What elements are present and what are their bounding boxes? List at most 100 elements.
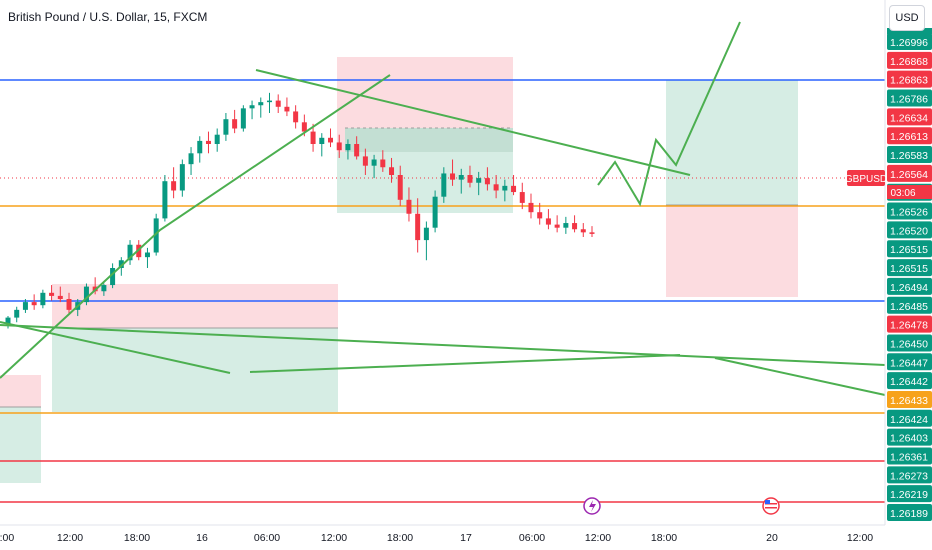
candle-body	[5, 317, 11, 324]
price-label: 1.26515	[887, 240, 932, 258]
candle	[336, 134, 342, 158]
price-label-text: 1.26424	[890, 414, 928, 426]
price-label: 1.26433	[887, 390, 932, 408]
candle-body	[441, 173, 447, 197]
candle	[101, 283, 107, 296]
candle	[83, 283, 89, 306]
candle-body	[511, 185, 517, 193]
candle	[537, 202, 543, 225]
candle-body	[589, 232, 595, 234]
price-label-text: 1.26403	[890, 433, 928, 445]
candle-body	[545, 218, 551, 225]
candle-body	[458, 175, 464, 180]
price-label-text: 1.26450	[890, 338, 928, 350]
price-label: 1.26863	[887, 70, 932, 88]
price-label-text: 1.26564	[890, 169, 928, 181]
price-label-bg	[887, 146, 932, 164]
candle-body	[83, 286, 89, 303]
candle	[22, 299, 28, 313]
candle	[380, 150, 386, 172]
price-label: 1.26515	[887, 259, 932, 277]
candle-body	[205, 140, 211, 144]
candle	[458, 168, 464, 194]
candle	[432, 190, 438, 233]
candle	[580, 223, 586, 237]
price-label-bg	[887, 372, 932, 390]
candle	[528, 193, 534, 219]
candle	[519, 182, 525, 210]
candle	[127, 240, 133, 265]
price-label-bg	[887, 447, 932, 465]
candle-body	[153, 218, 159, 253]
candle-body	[502, 185, 508, 191]
price-label-bg	[887, 33, 932, 50]
time-tick-label: 6:00	[0, 532, 14, 544]
candle	[57, 286, 63, 303]
price-label-text: 1.26526	[890, 207, 928, 219]
candle	[362, 148, 368, 175]
candle	[197, 136, 203, 163]
time-tick-label: 16	[196, 532, 208, 544]
price-label-bg	[887, 485, 932, 503]
price-label-text: 1.26442	[890, 376, 928, 388]
price-label: 1.26786	[887, 89, 932, 107]
price-label-bg	[887, 259, 932, 277]
price-label-text: 1.26613	[890, 131, 928, 143]
candle-body	[345, 144, 351, 151]
candle-body	[275, 100, 281, 107]
time-tick-label: 12:00	[585, 532, 611, 544]
currency-button[interactable]: USD	[889, 5, 925, 31]
price-label: 1.26424	[887, 409, 932, 427]
candle	[502, 179, 508, 202]
price-label-bg	[887, 504, 932, 521]
price-label-bg	[887, 428, 932, 446]
candle-body	[197, 140, 203, 154]
candle	[345, 139, 351, 160]
candle-body	[519, 192, 525, 203]
price-label-top-cut	[887, 28, 932, 34]
countdown-bg	[887, 185, 932, 199]
price-label: 1.26868	[887, 51, 932, 69]
symbol-tag-bg	[847, 170, 885, 186]
price-label: 1.26564	[887, 164, 932, 182]
us-flag-canton	[765, 500, 770, 504]
candle-body	[223, 119, 229, 135]
price-label-text: 1.26485	[890, 301, 928, 313]
candle-body	[432, 196, 438, 228]
candle-body	[179, 164, 185, 191]
trend-drawings	[0, 21, 886, 515]
candle-body	[57, 295, 63, 299]
time-tick-label: 06:00	[254, 532, 280, 544]
candle-body	[493, 184, 499, 191]
time-tick-label: 20	[766, 532, 778, 544]
time-axis: 6:00 12:00 18:00 16 06:00 12:00 18:00 17 06:00 12…	[0, 524, 932, 550]
price-label-bg	[887, 51, 932, 69]
time-tick-label: 18:00	[651, 532, 677, 544]
candle-body	[118, 260, 124, 268]
candle	[511, 175, 517, 196]
candle	[214, 128, 220, 152]
lightning-icon-bolt	[589, 500, 596, 512]
trend-line-2	[0, 321, 231, 374]
candle-body	[476, 178, 482, 183]
price-label-text: 1.26583	[890, 150, 928, 162]
candle-body	[171, 181, 177, 191]
candle-body	[232, 119, 238, 129]
candle-body	[537, 212, 543, 219]
candle	[31, 294, 37, 310]
candle-body	[240, 108, 246, 129]
candle	[450, 159, 456, 186]
trend-line-4	[0, 324, 886, 366]
price-label: 1.26361	[887, 447, 932, 465]
projected-target-zone	[666, 80, 798, 205]
trend-line-5	[714, 357, 886, 396]
candle	[484, 167, 490, 191]
position-zones	[0, 57, 798, 483]
candle-body	[423, 227, 429, 241]
candle-body	[563, 223, 569, 228]
price-label-bg	[887, 466, 932, 484]
entry-zone	[345, 128, 513, 152]
us-flag-stripe	[765, 507, 777, 509]
symbol-tag-text: GBPUSD	[845, 174, 887, 185]
